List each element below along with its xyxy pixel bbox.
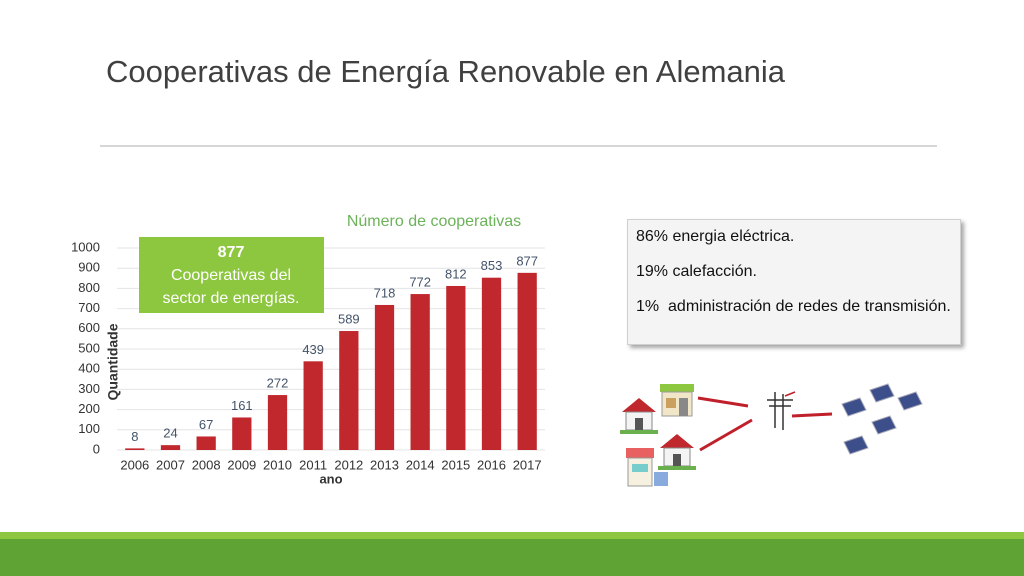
chart-title: Número de cooperativas xyxy=(347,213,521,230)
value-label: 161 xyxy=(231,398,253,413)
y-tick-label: 800 xyxy=(78,280,100,295)
x-tick-label: 2014 xyxy=(406,457,435,472)
callout-text: Cooperativas del xyxy=(171,267,291,284)
x-tick-label: 2007 xyxy=(156,457,185,472)
y-tick-label: 100 xyxy=(78,421,100,436)
text-item: 19% calefacción. xyxy=(636,263,757,280)
bar xyxy=(160,445,181,450)
bar xyxy=(374,304,395,450)
x-tick-label: 2016 xyxy=(477,457,506,472)
text-box: 86% energia eléctrica. 19% calefacción. … xyxy=(627,219,961,345)
x-tick-label: 2008 xyxy=(192,457,221,472)
callout-number: 877 xyxy=(218,244,245,261)
value-label: 812 xyxy=(445,266,467,281)
value-label: 877 xyxy=(516,253,538,268)
x-tick-label: 2011 xyxy=(299,457,327,472)
value-label: 589 xyxy=(338,311,360,326)
x-axis-label: ano xyxy=(319,471,342,486)
y-tick-label: 600 xyxy=(78,320,100,335)
value-label: 24 xyxy=(163,426,177,441)
y-tick-label: 300 xyxy=(78,381,100,396)
y-tick-label: 0 xyxy=(93,441,100,456)
x-tick-label: 2017 xyxy=(513,457,542,472)
value-label: 718 xyxy=(374,285,396,300)
text-item: 86% energia eléctrica. xyxy=(636,228,795,245)
y-tick-label: 900 xyxy=(78,260,100,275)
value-label: 67 xyxy=(199,417,213,432)
y-tick-label: 1000 xyxy=(71,239,100,254)
value-label: 272 xyxy=(267,375,289,390)
bar xyxy=(303,361,323,450)
value-label: 439 xyxy=(302,342,324,357)
value-label: 772 xyxy=(409,274,431,289)
bar xyxy=(339,331,359,450)
bar xyxy=(481,277,502,450)
footer-bar xyxy=(0,539,1024,576)
x-tick-label: 2009 xyxy=(227,457,256,472)
y-tick-label: 700 xyxy=(78,300,100,315)
illustration xyxy=(620,383,923,487)
bar xyxy=(125,448,145,450)
bar xyxy=(410,294,430,450)
text-item: 1% administración de redes de transmisió… xyxy=(636,298,951,315)
bar xyxy=(196,436,216,450)
bar xyxy=(446,285,466,450)
x-tick-label: 2012 xyxy=(334,457,363,472)
y-tick-label: 200 xyxy=(78,401,100,416)
bar xyxy=(267,395,288,450)
y-tick-label: 500 xyxy=(78,340,100,355)
x-tick-label: 2006 xyxy=(120,457,149,472)
callout-text: sector de energías. xyxy=(163,290,300,307)
x-tick-label: 2013 xyxy=(370,457,399,472)
bar xyxy=(232,417,252,450)
value-label: 8 xyxy=(131,429,138,444)
callout-box xyxy=(139,237,324,313)
y-tick-label: 400 xyxy=(78,361,100,376)
value-label: 853 xyxy=(481,258,503,273)
slide-title: Cooperativas de Energía Renovable en Ale… xyxy=(106,54,786,89)
y-axis-label: Quantidade xyxy=(105,323,121,400)
x-tick-label: 2010 xyxy=(263,457,292,472)
footer-stripe xyxy=(0,532,1024,539)
x-tick-label: 2015 xyxy=(441,457,470,472)
bar xyxy=(517,272,537,450)
plot: 0 100 200 300 400 500 600 700 800 900 1000 2006 8 200… xyxy=(71,239,545,472)
